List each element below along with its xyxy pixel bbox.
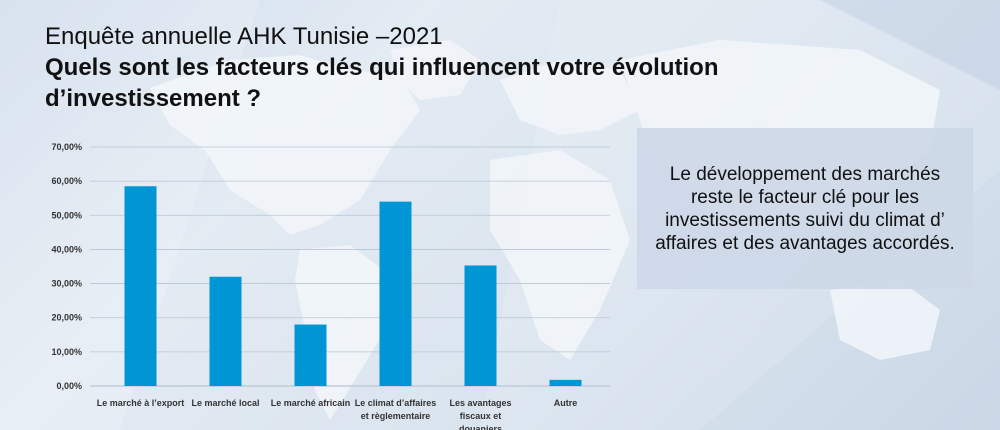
- x-category-label: Le climat d’affaires: [355, 398, 437, 408]
- y-tick-label: 20,00%: [51, 313, 82, 323]
- bar-chart: 0,00% 10,00% 20,00% 30,00% 40,00% 50,00% 60,00…: [51, 142, 610, 430]
- x-category-label: Autre: [554, 398, 578, 408]
- survey-subtitle: Enquête annuelle AHK Tunisie –2021: [45, 23, 443, 50]
- x-axis-labels: Le marché à l’export Le marché local Le ma…: [97, 398, 578, 430]
- x-category-label: et règlementaire: [361, 411, 431, 421]
- y-tick-label: 60,00%: [51, 176, 82, 186]
- x-category-label: Le marché à l’export: [97, 398, 185, 408]
- africa-shape: [490, 150, 630, 360]
- y-tick-label: 50,00%: [51, 210, 82, 220]
- y-tick-label: 70,00%: [51, 142, 82, 152]
- europe-shape: [500, 60, 640, 135]
- survey-question: Quels sont les facteurs clés qui influen…: [45, 54, 719, 112]
- y-tick-label: 40,00%: [51, 244, 82, 254]
- x-category-label: douaniers: [459, 424, 502, 430]
- chart-grid: [90, 146, 610, 387]
- bar: [294, 324, 327, 386]
- y-tick-label: 30,00%: [51, 279, 82, 289]
- title-block: Enquête annuelle AHK Tunisie –2021 Quels…: [45, 22, 805, 114]
- y-axis-ticks: 0,00% 10,00% 20,00% 30,00% 40,00% 50,00% 60,00…: [51, 142, 82, 391]
- y-tick-label: 10,00%: [51, 347, 82, 357]
- bar: [379, 201, 412, 386]
- x-category-label: Le marché local: [191, 398, 259, 408]
- bar: [464, 265, 497, 386]
- greenland-shape: [390, 40, 480, 100]
- x-category-label: fiscaux et: [460, 411, 502, 421]
- bar: [124, 186, 157, 386]
- background-facet: [820, 0, 1000, 90]
- chart-bars: [124, 186, 582, 386]
- y-tick-label: 0,00%: [56, 381, 82, 391]
- australia-shape: [830, 280, 940, 360]
- x-category-label: Le marché africain: [271, 398, 351, 408]
- bar: [549, 379, 582, 386]
- callout-text: Le développement des marchés reste le fa…: [655, 163, 955, 254]
- bar: [209, 276, 242, 386]
- key-finding-callout: Le développement des marchés reste le fa…: [637, 128, 973, 289]
- north-america-shape: [150, 55, 420, 235]
- x-category-label: Les avantages: [449, 398, 511, 408]
